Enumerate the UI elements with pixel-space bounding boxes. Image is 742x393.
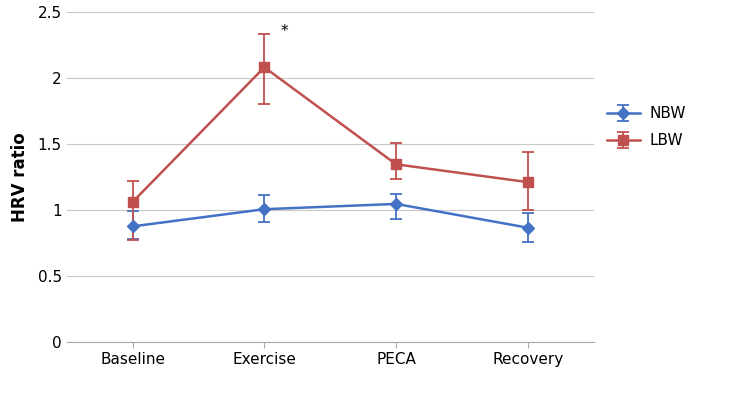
Legend: NBW, LBW: NBW, LBW (606, 106, 686, 149)
Text: *: * (280, 24, 288, 39)
Y-axis label: HRV ratio: HRV ratio (11, 132, 30, 222)
